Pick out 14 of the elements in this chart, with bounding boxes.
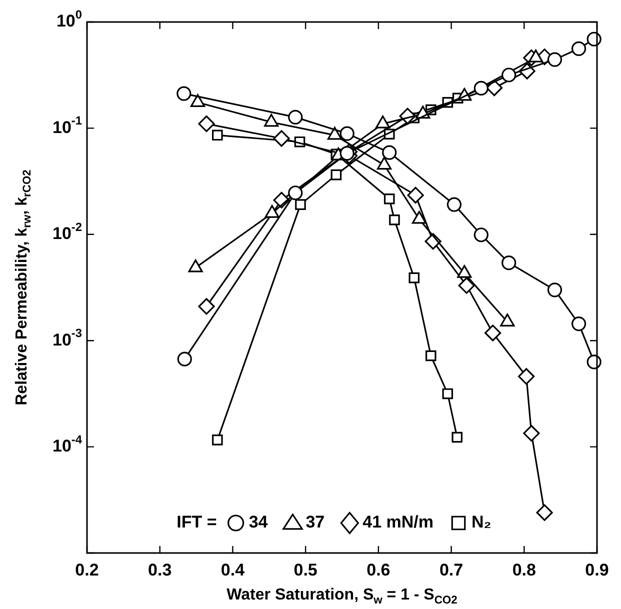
x-tick-label: 0.6	[366, 560, 390, 580]
x-tick-label: 0.9	[585, 560, 609, 580]
x-tick-label: 0.8	[512, 560, 536, 580]
y-axis-title: Relative Permeability, krw, krCO2	[13, 170, 34, 406]
legend-label: 37	[306, 512, 325, 532]
legend-label: 41 mN/m	[362, 512, 434, 532]
legend-title: IFT =	[176, 512, 217, 532]
legend-label: N₂	[471, 512, 492, 532]
x-tick-label: 0.5	[294, 560, 318, 580]
x-tick-label: 0.2	[75, 560, 99, 580]
x-tick-label: 0.4	[220, 560, 246, 580]
x-tick-label: 0.7	[439, 560, 464, 580]
legend-label: 34	[248, 512, 268, 532]
x-tick-label: 0.3	[148, 560, 172, 580]
